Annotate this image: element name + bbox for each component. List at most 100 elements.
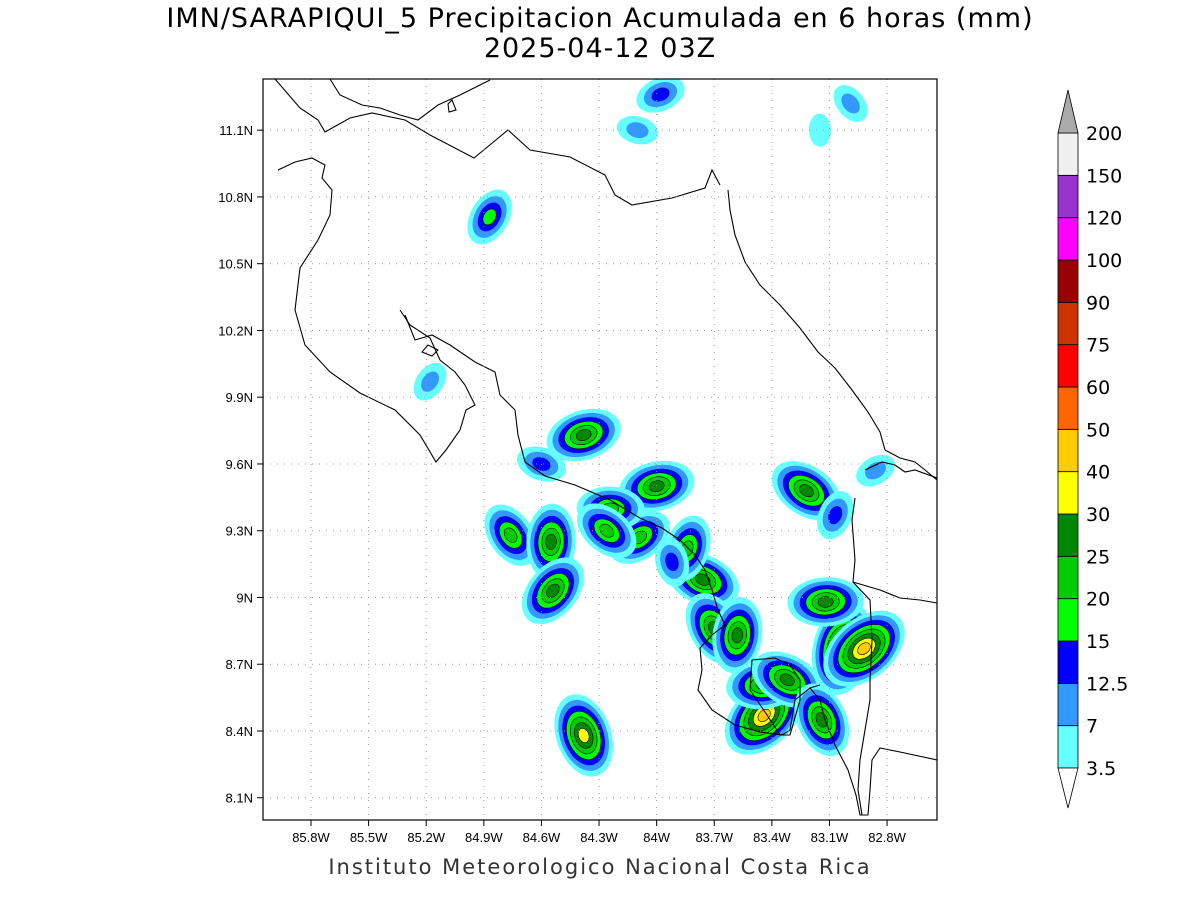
- colorbar-label: 3.5: [1086, 758, 1116, 780]
- lat-tick-label: 10.2N: [218, 323, 253, 338]
- precip-contour: [575, 429, 592, 441]
- precip-contour: [665, 552, 679, 572]
- caribbean-coast: [727, 189, 937, 481]
- map-valid-time: 2025-04-12 03Z: [483, 33, 717, 64]
- lat-lon-grid: [263, 79, 937, 820]
- precip-contour: [648, 480, 665, 493]
- colorbar-swatch: [1057, 174, 1079, 219]
- colorbar-label: 90: [1086, 292, 1110, 314]
- nicoya-gulf-coast: [404, 314, 821, 736]
- coastline: [274, 79, 937, 816]
- lon-tick-label: 85.8W: [292, 830, 330, 845]
- colorbar-over-arrow: [1057, 89, 1079, 134]
- precip-contour: [421, 371, 440, 392]
- precip-cell: [521, 557, 584, 625]
- lat-tick-label: 10.5N: [218, 257, 253, 272]
- lon-tick-label: 84.9W: [465, 830, 503, 845]
- colorbar-swatch: [1057, 725, 1079, 769]
- colorbar-swatch: [1057, 132, 1079, 176]
- nicoya-island: [421, 344, 439, 357]
- colorbar-label: 7: [1086, 716, 1098, 738]
- colorbar-swatch: [1057, 513, 1079, 557]
- precip-contour: [577, 727, 590, 743]
- lat-tick-label: 11.1N: [219, 123, 253, 138]
- lon-tick-label: 84.3W: [580, 830, 618, 845]
- precip-contour: [731, 627, 744, 644]
- colorbar-label: 15: [1086, 631, 1110, 653]
- map-credit: Instituto Meteorologico Nacional Costa R…: [328, 855, 872, 879]
- lon-tick-label: 85.2W: [407, 830, 445, 845]
- precip-cell: [413, 362, 447, 401]
- precip-cell: [546, 408, 621, 462]
- precip-cell: [817, 491, 854, 540]
- precip-contour: [532, 457, 551, 471]
- precip-contour: [828, 506, 843, 525]
- lat-tick-label: 8.4N: [226, 724, 253, 739]
- colorbar-label: 100: [1086, 250, 1122, 272]
- lake-island: [447, 99, 457, 113]
- colorbar-swatch: [1057, 640, 1079, 684]
- colorbar-label: 75: [1086, 335, 1110, 357]
- precip-cell: [833, 85, 868, 122]
- precip-contour: [799, 484, 814, 498]
- precipitation-field: [413, 79, 905, 777]
- colorbar-label: 30: [1086, 504, 1110, 526]
- precip-cell: [712, 597, 763, 674]
- colorbar-swatch: [1057, 682, 1079, 727]
- osa-peninsula: [749, 657, 801, 736]
- precip-contour: [815, 712, 828, 728]
- precip-contour: [546, 583, 560, 598]
- precip-cell: [467, 189, 512, 245]
- colorbar-swatch: [1057, 386, 1079, 430]
- precip-cell: [654, 537, 690, 587]
- precip-cell: [484, 504, 537, 566]
- colorbar-swatch: [1057, 598, 1079, 642]
- lat-tick-label: 9N: [236, 590, 253, 605]
- precip-cell: [787, 577, 864, 627]
- colorbar-label: 50: [1086, 419, 1110, 441]
- nicaragua-lake-north: [329, 79, 491, 121]
- precip-cell: [856, 454, 895, 487]
- colorbar-label: 12.5: [1086, 673, 1128, 695]
- plot-frame: [262, 78, 938, 821]
- lon-tick-label: 85.5W: [350, 830, 388, 845]
- map-title: IMN/SARAPIQUI_5 Precipitacion Acumulada …: [166, 3, 1034, 34]
- colorbar-swatch: [1057, 344, 1079, 388]
- lat-tick-label: 9.6N: [226, 457, 253, 472]
- precip-contour: [482, 208, 497, 226]
- precip-cell: [516, 446, 566, 482]
- precip-contour: [757, 708, 771, 722]
- colorbar-label: 25: [1086, 546, 1110, 568]
- precip-contour: [503, 527, 518, 543]
- colorbar-label: 20: [1086, 589, 1110, 611]
- precip-contour: [651, 87, 670, 102]
- precip-cell: [616, 115, 659, 145]
- precip-contour: [808, 113, 831, 147]
- precip-contour: [626, 122, 649, 139]
- burica-coast: [809, 687, 937, 816]
- colorbar-swatch: [1057, 217, 1079, 261]
- precip-contour: [841, 93, 860, 114]
- lon-tick-label: 84.6W: [523, 830, 561, 845]
- colorbar: 3.5 7 12.5 15 20 25 30 40 50 60 75 90 100 120 150 200: [1057, 89, 1128, 809]
- colorbar-label: 200: [1086, 123, 1122, 145]
- lon-tick-label: 82.8W: [868, 830, 906, 845]
- lat-tick-label: 8.1N: [226, 791, 253, 806]
- lat-tick-label: 9.3N: [226, 524, 253, 539]
- pacific-northwest-coast: [277, 157, 476, 463]
- precip-contour: [779, 673, 795, 687]
- axis-ticks: 85.8W 85.5W 85.2W 84.9W 84.6W 84.3W 84W 83.7W 83…: [218, 123, 906, 845]
- colorbar-swatch: [1057, 471, 1079, 515]
- precip-cell: [823, 610, 905, 687]
- lon-tick-label: 83.1W: [811, 830, 849, 845]
- precip-contour: [857, 642, 871, 655]
- lat-tick-label: 9.9N: [226, 390, 253, 405]
- precip-contour: [865, 461, 886, 480]
- lat-tick-label: 8.7N: [226, 657, 253, 672]
- precip-cell: [554, 694, 614, 777]
- lon-tick-label: 84W: [643, 830, 670, 845]
- colorbar-swatch: [1057, 428, 1079, 473]
- lon-tick-label: 83.4W: [753, 830, 791, 845]
- lon-tick-label: 83.7W: [695, 830, 733, 845]
- precip-cell: [636, 79, 685, 113]
